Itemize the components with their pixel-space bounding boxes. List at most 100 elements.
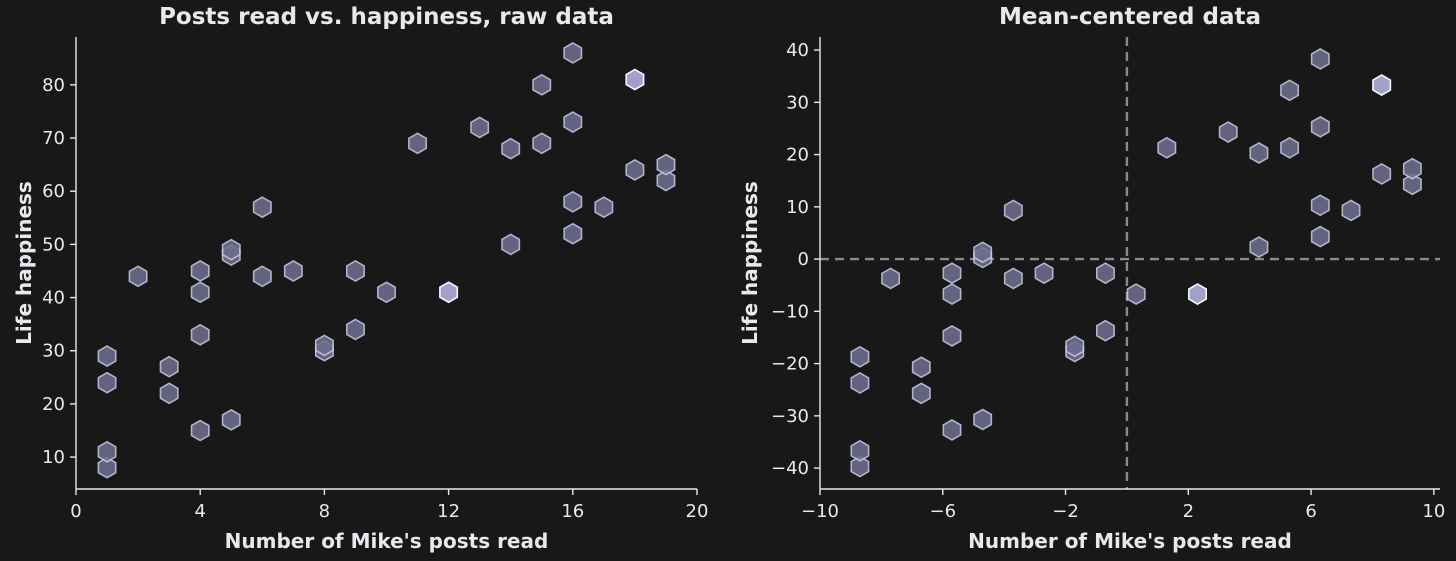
data-point [1310, 48, 1330, 70]
x-tick-label: −10 [801, 501, 839, 522]
data-point [345, 318, 365, 341]
data-point [532, 132, 552, 155]
data-point [345, 260, 365, 282]
data-point [190, 419, 210, 442]
data-point [850, 345, 870, 368]
data-point [850, 439, 870, 462]
x-tick-label: −6 [929, 501, 956, 522]
data-point [1003, 199, 1023, 222]
data-point [942, 324, 962, 347]
data-point [850, 371, 870, 394]
data-point [1034, 262, 1054, 285]
data-point [1341, 199, 1361, 222]
data-point [159, 382, 179, 405]
x-tick-label: 6 [1305, 501, 1316, 522]
data-point [942, 419, 962, 441]
data-point [501, 233, 521, 256]
data-point [159, 355, 179, 378]
y-tick-label: 10 [786, 197, 809, 218]
data-point [563, 190, 583, 213]
data-point [532, 73, 552, 96]
data-point [1310, 115, 1330, 138]
data-point [1095, 262, 1115, 285]
x-tick-label: 10 [1422, 501, 1445, 522]
data-point [128, 265, 148, 288]
x-tick-label: 12 [437, 501, 460, 522]
y-tick-label: 20 [786, 145, 809, 166]
data-point [563, 222, 583, 245]
mean-centered-panel: Mean-centered data Number of Mike's posts… [738, 4, 1445, 553]
data-point-highlight [439, 281, 459, 304]
data-point [501, 137, 521, 160]
data-point [1157, 136, 1177, 159]
data-point-highlight [1372, 74, 1392, 96]
data-point [625, 159, 645, 181]
data-point [314, 334, 334, 357]
data-point [252, 196, 272, 219]
data-point [594, 196, 614, 219]
data-point [1095, 319, 1115, 342]
data-point [1402, 157, 1422, 180]
chart-title: Posts read vs. happiness, raw data [159, 4, 614, 30]
y-tick-label: 80 [42, 75, 65, 96]
y-axis-label: Life happiness [12, 181, 36, 345]
y-tick-label: −30 [771, 406, 809, 427]
x-tick-label: 16 [561, 501, 584, 522]
data-point [190, 281, 210, 304]
data-point [656, 169, 676, 192]
data-point [1280, 79, 1300, 102]
data-point [97, 345, 117, 367]
y-tick-label: −40 [771, 458, 809, 479]
chart-title: Mean-centered data [999, 4, 1261, 30]
y-tick-label: 0 [798, 249, 809, 270]
data-point-highlight [1188, 283, 1207, 306]
data-point [377, 281, 396, 304]
y-tick-label: 70 [42, 128, 65, 149]
data-point [408, 132, 428, 155]
data-point [881, 267, 901, 290]
data-point [1003, 267, 1023, 290]
data-point [1249, 142, 1269, 164]
data-point [221, 238, 241, 261]
x-tick-label: 4 [194, 501, 205, 522]
data-point [1372, 162, 1392, 185]
data-point [563, 42, 583, 64]
x-tick-label: 2 [1183, 501, 1194, 522]
data-point [942, 283, 962, 306]
data-point [97, 440, 117, 463]
data-point [97, 456, 117, 479]
data-point [97, 371, 117, 394]
data-point [1402, 173, 1422, 196]
data-point [1310, 194, 1330, 217]
x-axis-label: Number of Mike's posts read [968, 529, 1292, 553]
y-tick-label: 10 [42, 447, 65, 468]
data-point [283, 260, 303, 282]
y-tick-label: 30 [42, 341, 65, 362]
data-point [973, 408, 993, 431]
x-tick-label: 20 [686, 501, 709, 522]
y-tick-label: −20 [771, 354, 809, 375]
data-point [190, 260, 210, 282]
raw-data-panel: Posts read vs. happiness, raw data Number… [12, 4, 708, 553]
data-point [221, 408, 241, 431]
data-point [1249, 236, 1269, 258]
data-point [252, 265, 272, 288]
data-point [190, 323, 210, 346]
data-point [1280, 136, 1300, 159]
y-tick-label: 40 [786, 40, 809, 61]
data-point [563, 111, 583, 134]
data-point [1065, 335, 1085, 358]
y-tick-label: 60 [42, 181, 65, 202]
data-point [1310, 225, 1330, 248]
y-axis-label: Life happiness [738, 181, 762, 345]
data-point [973, 241, 993, 264]
x-tick-label: −2 [1052, 501, 1079, 522]
data-point [911, 356, 931, 379]
data-point [656, 153, 676, 176]
x-tick-label: 8 [319, 501, 330, 522]
y-tick-label: −10 [771, 301, 809, 322]
y-tick-label: 30 [786, 92, 809, 113]
data-point [1218, 121, 1238, 144]
y-tick-label: 50 [42, 234, 65, 255]
